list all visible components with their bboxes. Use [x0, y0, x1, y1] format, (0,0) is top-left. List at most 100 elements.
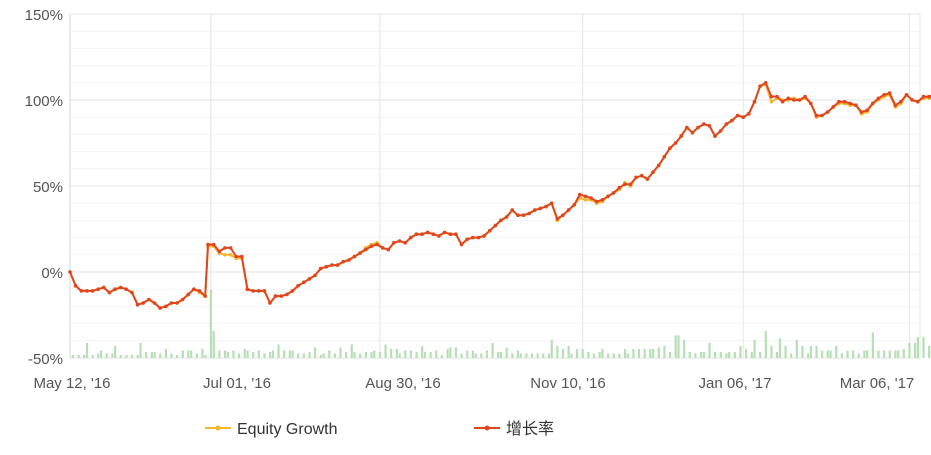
volume-bar [170, 353, 173, 358]
growth-point [763, 81, 768, 85]
growth-point [747, 112, 751, 116]
volume-bar [370, 351, 373, 358]
growth-point [735, 113, 740, 118]
growth-point [431, 232, 436, 236]
volume-bar [519, 353, 522, 358]
y-tick-label-0: 0% [41, 265, 63, 282]
volume-bar [632, 348, 635, 358]
volume-bar [466, 350, 469, 358]
growth-point [324, 265, 329, 269]
volume-bar [435, 350, 438, 358]
growth-point [459, 242, 464, 247]
growth-point [696, 125, 700, 130]
volume-bar [423, 351, 427, 358]
volume-bar [201, 348, 204, 358]
volume-bar [790, 353, 793, 358]
volume-bar [308, 351, 311, 358]
volume-bar [902, 348, 905, 358]
volume-bar [668, 351, 672, 358]
growth-point [358, 251, 362, 255]
volume-bar [914, 342, 917, 358]
volume-bar [871, 332, 874, 358]
volume-bar [623, 348, 627, 358]
volume-bar [268, 351, 272, 358]
volume-bar [699, 351, 703, 358]
growth-point [707, 124, 712, 128]
growth-point [921, 94, 926, 99]
growth-point [180, 297, 185, 302]
growth-point [240, 254, 244, 259]
growth-point [544, 204, 548, 209]
growth-point [769, 94, 774, 99]
growth-point [409, 235, 413, 240]
growth-point [85, 289, 89, 293]
x-tick-label-aug30: Aug 30, '16 [365, 375, 440, 392]
growth-point [521, 213, 526, 217]
growth-point [175, 301, 179, 305]
volume-bar [708, 342, 711, 358]
volume-bar [176, 354, 179, 358]
volume-bar [516, 350, 520, 358]
volume-bar [474, 353, 477, 358]
volume-bar [85, 342, 89, 358]
growth-point [437, 234, 441, 238]
legend-item-growth-rate[interactable]: 增长率 [474, 420, 554, 438]
volume-bar [238, 353, 241, 358]
growth-point [555, 216, 560, 221]
volume-bar [145, 351, 148, 358]
growth-point [425, 230, 430, 235]
volume-bar [894, 350, 897, 358]
volume-bar [883, 350, 886, 358]
volume-bar [826, 350, 829, 358]
volume-bar [536, 353, 539, 358]
series-line-equity-growth [69, 83, 931, 310]
grid-layer [69, 13, 921, 359]
volume-bar [657, 347, 660, 358]
volume-bar [345, 351, 348, 358]
growth-point [169, 301, 174, 305]
volume-bar [491, 342, 494, 358]
growth-point [152, 301, 157, 305]
volume-bar [542, 353, 545, 358]
growth-point [640, 173, 644, 178]
growth-point [589, 196, 593, 200]
volume-bar [164, 348, 167, 358]
y-tick-label-100: 100% [25, 93, 63, 110]
growth-point [234, 254, 238, 259]
volume-bar [373, 350, 376, 358]
growth-point [578, 192, 582, 197]
volume-bar [857, 353, 860, 358]
growth-point [290, 289, 295, 293]
growth-point [245, 287, 250, 292]
volume-bar [297, 353, 300, 358]
growth-point [561, 213, 565, 217]
growth-point [335, 263, 340, 267]
volume-bar [252, 351, 255, 358]
volume-bar [846, 350, 849, 358]
volume-bar [153, 351, 156, 358]
growth-point [403, 241, 408, 245]
growth-point [313, 273, 317, 278]
volume-bar [815, 345, 818, 358]
growth-point [718, 129, 723, 133]
volume-bar [130, 354, 134, 358]
volume-bar [119, 354, 122, 358]
volume-bar [626, 353, 629, 358]
growth-point [420, 232, 424, 236]
volume-bar [863, 350, 866, 358]
growth-point [679, 134, 683, 138]
volume-bar [770, 345, 773, 358]
volume-bar [139, 342, 142, 358]
growth-point [364, 247, 368, 252]
growth-point [118, 285, 123, 290]
volume-bar [187, 350, 190, 358]
growth-point [369, 244, 374, 248]
growth-point [268, 301, 272, 305]
volume-bar [561, 348, 565, 358]
legend-item-equity-growth[interactable]: Equity Growth [205, 421, 337, 438]
volume-bar [547, 353, 551, 358]
volume-bar [764, 330, 767, 358]
growth-point [330, 263, 334, 267]
legend[interactable]: Equity Growth 增长率 [205, 420, 554, 438]
